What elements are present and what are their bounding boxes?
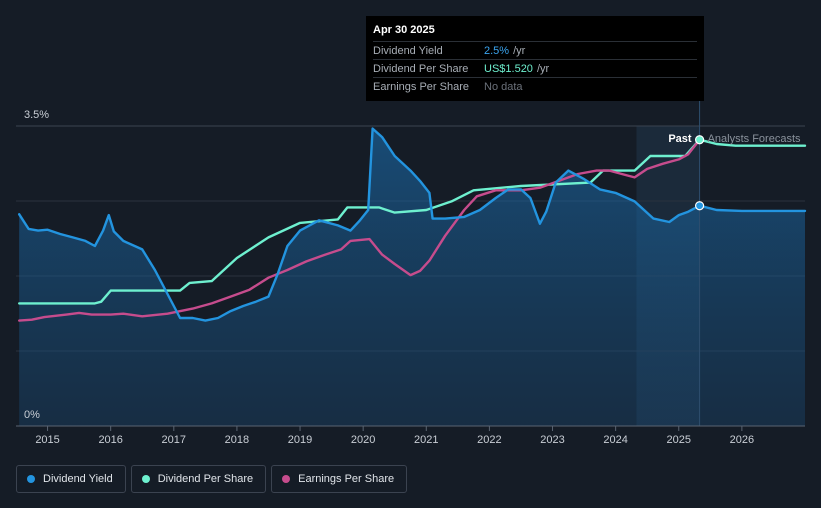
x-tick-label: 2016 xyxy=(98,434,122,446)
x-tick-label: 2022 xyxy=(477,434,501,446)
x-tick-label: 2021 xyxy=(414,434,438,446)
x-tick-label: 2019 xyxy=(288,434,312,446)
tooltip-value: No data xyxy=(484,80,523,93)
x-tick-label: 2018 xyxy=(225,434,249,446)
tooltip-unit: /yr xyxy=(513,44,526,57)
earnings-per-share-line xyxy=(18,138,701,322)
legend-dot-icon xyxy=(282,475,291,483)
y-tick-label: 3.5% xyxy=(24,109,49,121)
x-tick-label: 2025 xyxy=(667,434,691,446)
legend-dividend-yield[interactable]: Dividend Yield xyxy=(16,465,126,493)
legend-dividend-per-share[interactable]: Dividend Per Share xyxy=(130,465,267,493)
legend-label: Dividend Yield xyxy=(43,473,113,485)
x-tick-label: 2023 xyxy=(540,434,564,446)
dividend-per-share-point xyxy=(694,135,705,145)
dividend-yield-point xyxy=(694,201,705,211)
tooltip-value: 2.5% xyxy=(484,44,510,57)
x-tick-label: 2020 xyxy=(351,434,375,446)
x-tick-label: 2024 xyxy=(603,434,627,446)
tooltip-label: Dividend Per Share xyxy=(373,62,469,75)
x-tick-label: 2015 xyxy=(35,434,59,446)
analysts-forecast-label: Analysts Forecasts xyxy=(708,133,801,145)
legend-dot-icon xyxy=(141,475,150,483)
dividend-per-share-line xyxy=(18,138,807,305)
legend-label: Earnings Per Share xyxy=(298,473,395,485)
chart-legend: Dividend Yield Dividend Per Share Earnin… xyxy=(16,465,408,493)
y-tick-label: 0% xyxy=(24,409,40,421)
tooltip-unit: /yr xyxy=(536,62,550,75)
x-tick-label: 2026 xyxy=(730,434,754,446)
past-label: Past xyxy=(668,133,692,145)
tooltip-row-dividend-per-share: Dividend Per Share US$1.520 /yr xyxy=(373,59,697,77)
x-tick-label: 2017 xyxy=(162,434,186,446)
legend-dot-icon xyxy=(27,475,35,483)
tooltip-row-earnings-per-share: Earnings Per Share No data xyxy=(373,77,697,95)
tooltip: Apr 30 2025 Dividend Yield 2.5% /yr Divi… xyxy=(366,16,704,101)
tooltip-label: Dividend Yield xyxy=(373,44,443,57)
tooltip-row-dividend-yield: Dividend Yield 2.5% /yr xyxy=(373,41,697,59)
legend-label: Dividend Per Share xyxy=(157,473,254,485)
dividend-yield-area xyxy=(19,128,805,427)
legend-earnings-per-share[interactable]: Earnings Per Share xyxy=(271,465,408,493)
tooltip-date: Apr 30 2025 xyxy=(373,24,435,36)
tooltip-label: Earnings Per Share xyxy=(373,80,469,93)
tooltip-value: US$1.520 xyxy=(484,62,533,75)
dividend-yield-line xyxy=(18,127,807,322)
